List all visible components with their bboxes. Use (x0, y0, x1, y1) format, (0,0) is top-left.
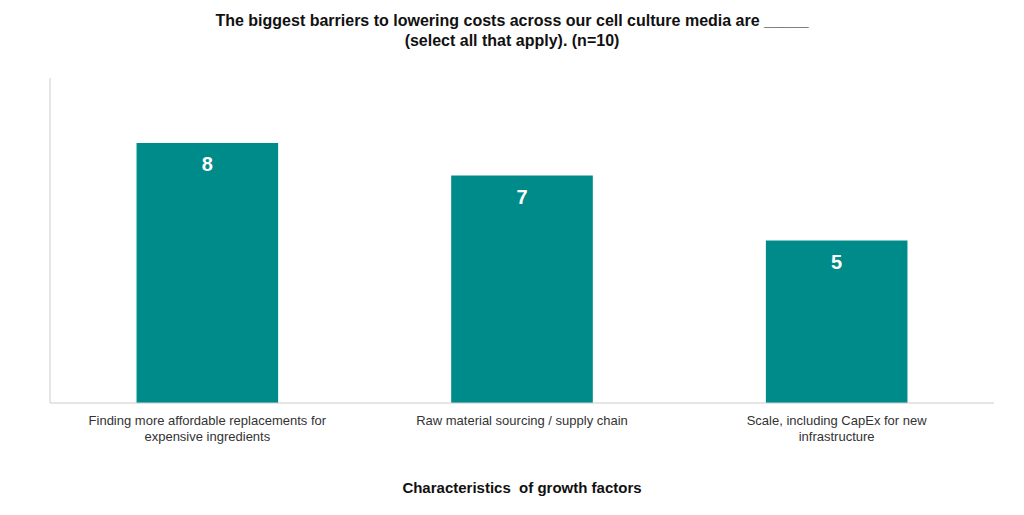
data-label: 7 (516, 186, 527, 208)
page: {"chart_data": {"type": "bar", "title": … (0, 0, 1024, 515)
x-axis-label: Characteristics of growth factors (402, 479, 641, 496)
bars (137, 143, 908, 403)
y-axis-line (50, 78, 51, 403)
data-label: 5 (831, 251, 842, 273)
x-axis-line (50, 403, 994, 404)
data-label: 8 (202, 153, 213, 175)
bar (451, 176, 593, 404)
x-tick-label: Finding more affordable replacements for… (89, 413, 327, 444)
bar (766, 241, 908, 404)
bar (137, 143, 279, 403)
x-tick-label: Raw material sourcing / supply chain (416, 413, 628, 428)
chart-title: The biggest barriers to lowering costs a… (215, 12, 809, 49)
chart-svg: 8 7 5 Finding more affordable replacements … (0, 0, 1024, 515)
chart-container: 8 7 5 Finding more affordable replacements … (0, 0, 1024, 515)
x-tick-label: Scale, including CapEx for newinfrastruc… (747, 413, 928, 444)
